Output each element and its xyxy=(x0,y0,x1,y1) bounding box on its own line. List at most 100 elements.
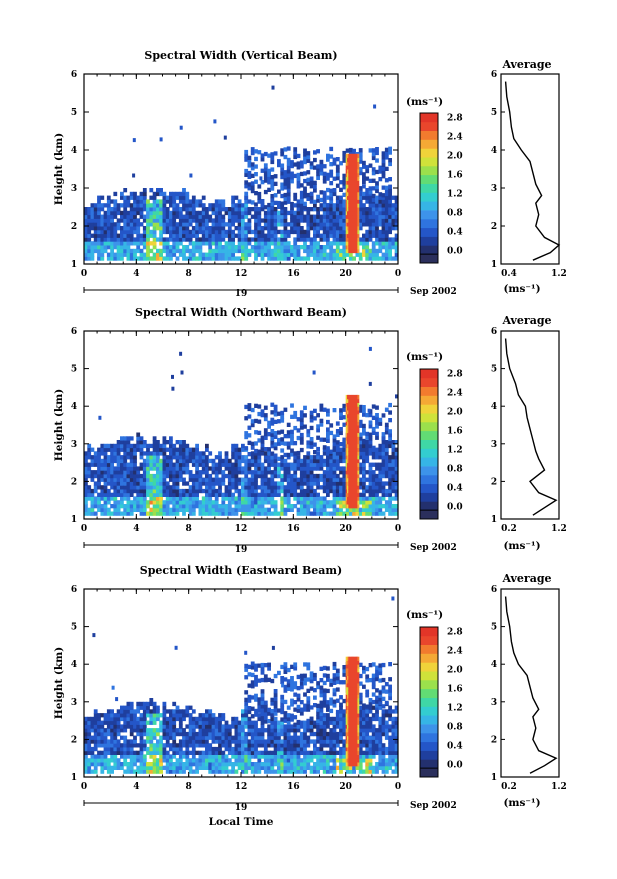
heatmap-cell xyxy=(107,245,111,249)
heatmap-cell xyxy=(388,211,392,215)
heatmap-cell xyxy=(284,489,288,493)
heatmap-cell xyxy=(339,485,343,489)
heatmap-cell xyxy=(123,188,127,192)
heatmap-cell xyxy=(339,489,343,493)
heatmap-cell xyxy=(199,211,203,215)
heatmap-cell xyxy=(91,500,95,504)
heatmap-cell xyxy=(339,218,343,222)
heatmap-cell xyxy=(362,431,366,435)
heatmap-cell xyxy=(94,766,98,770)
heatmap-cell xyxy=(316,199,320,203)
heatmap-cell xyxy=(133,455,137,459)
heatmap-cell xyxy=(293,162,297,166)
heatmap-cell xyxy=(113,466,117,470)
heatmap-cell xyxy=(172,230,176,234)
heatmap-cell xyxy=(372,215,376,219)
heatmap-cell xyxy=(388,203,392,207)
heatmap-cell xyxy=(238,199,242,203)
heatmap-cell xyxy=(284,434,288,438)
heatmap-cell xyxy=(365,230,369,234)
heatmap-cell xyxy=(241,218,245,222)
heatmap-cell xyxy=(378,418,382,422)
heatmap-cell xyxy=(385,222,389,226)
heatmap-cell xyxy=(140,500,144,504)
heatmap-cell xyxy=(117,747,121,751)
heatmap-cell xyxy=(91,754,95,758)
heatmap-cell xyxy=(254,191,258,195)
heatmap-cell xyxy=(385,196,389,200)
heatmap-cell xyxy=(218,466,222,470)
heatmap-cell xyxy=(159,192,163,196)
heatmap-cell xyxy=(342,474,346,478)
heatmap-cell xyxy=(218,770,222,774)
heatmap-cell xyxy=(146,256,150,260)
heatmap-cell xyxy=(372,455,376,459)
heatmap-cell xyxy=(388,177,392,181)
heatmap-cell xyxy=(316,253,320,257)
heatmap-cell xyxy=(199,226,203,230)
heatmap-cell xyxy=(218,211,222,215)
profile-frame xyxy=(501,74,559,264)
heatmap-cell xyxy=(284,474,288,478)
heatmap-cell xyxy=(149,218,153,222)
heatmap-cell xyxy=(159,211,163,215)
heatmap-cell xyxy=(104,463,108,467)
heatmap-cell xyxy=(166,739,170,743)
heatmap-cell xyxy=(287,423,291,427)
heatmap-cell xyxy=(171,375,174,379)
heatmap-cell xyxy=(176,241,180,245)
heatmap-cell xyxy=(238,237,242,241)
heatmap-cell xyxy=(120,211,124,215)
heatmap-cell xyxy=(231,444,235,448)
heatmap-cell xyxy=(375,211,379,215)
heatmap-cell xyxy=(120,706,124,710)
heatmap-cell xyxy=(251,493,255,497)
heatmap-cell xyxy=(225,496,229,500)
heatmap-cell xyxy=(368,409,371,413)
heatmap-cell xyxy=(130,728,134,732)
heatmap-cell xyxy=(120,478,124,482)
heatmap-cell xyxy=(163,706,167,710)
heatmap-cell xyxy=(140,717,144,721)
heatmap-cell xyxy=(127,751,131,755)
heatmap-cell xyxy=(362,218,366,222)
heatmap-cell xyxy=(215,478,219,482)
heatmap-cell xyxy=(156,706,160,710)
x-tick-label: 16 xyxy=(287,269,300,279)
heatmap-cell xyxy=(94,234,98,238)
heatmap-cell xyxy=(228,459,232,463)
heatmap-cell xyxy=(91,747,95,751)
heatmap-cell xyxy=(310,241,314,245)
heatmap-cell xyxy=(382,155,386,159)
heatmap-cell xyxy=(382,203,386,207)
heatmap-cell xyxy=(182,455,186,459)
heatmap-cell xyxy=(310,184,314,188)
heatmap-cell xyxy=(107,470,111,474)
colorbar-tick-label: 0.8 xyxy=(447,209,463,219)
heatmap-cell xyxy=(225,245,229,249)
heatmap-cell xyxy=(127,466,131,470)
heatmap-cell xyxy=(277,159,281,163)
heatmap-cell xyxy=(254,508,258,512)
heatmap-cell xyxy=(107,489,111,493)
heatmap-cell xyxy=(176,717,180,721)
heatmap-cell xyxy=(313,188,317,192)
heatmap-cell xyxy=(357,184,359,188)
heatmap-cell xyxy=(297,203,301,207)
heatmap-cell xyxy=(293,245,297,249)
heatmap-cell xyxy=(254,218,258,222)
heatmap-cell xyxy=(218,743,222,747)
heatmap-cell xyxy=(287,146,291,150)
heatmap-cell xyxy=(261,203,265,207)
y-tick-label: 4 xyxy=(71,402,77,412)
heatmap-cell xyxy=(264,245,268,249)
heatmap-cell xyxy=(388,196,392,200)
heatmap-cell xyxy=(270,186,274,190)
heatmap-cell xyxy=(284,453,288,457)
heatmap-cell xyxy=(218,754,222,758)
heatmap-cell xyxy=(382,481,386,485)
heatmap-cell xyxy=(97,451,101,455)
heatmap-cell xyxy=(176,504,180,508)
heatmap-cell xyxy=(274,463,278,467)
heatmap-cell xyxy=(385,408,389,412)
